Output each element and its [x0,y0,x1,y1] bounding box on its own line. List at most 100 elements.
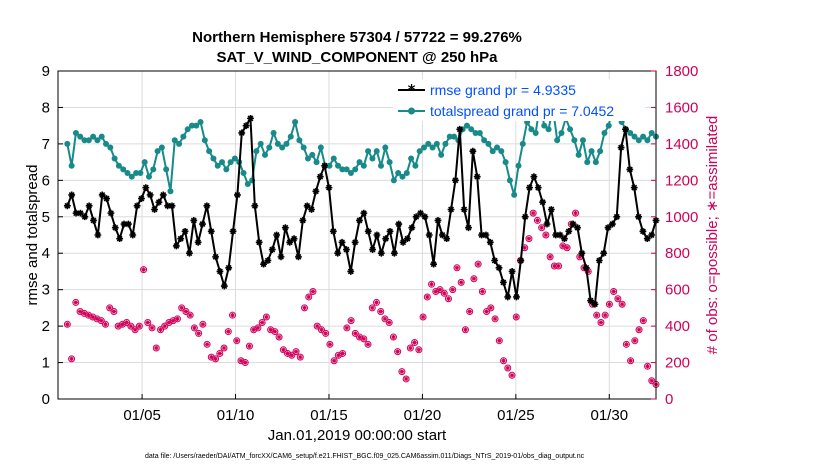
obs-possible-point [224,328,232,336]
obs-assimilated-point [115,323,121,329]
obs-assimilated-point [204,342,210,347]
rmse-point [343,246,350,253]
rmse-point [508,268,516,275]
rmse-point [639,227,647,235]
rmse-point [203,202,211,210]
spread-point [541,122,548,129]
obs-possible-point [495,337,503,345]
spread-point [167,188,174,195]
spread-point [584,159,591,166]
obs-assimilated-point [141,267,146,272]
obs-possible-point [309,287,317,295]
spread-point [485,140,492,147]
rmse-point [456,125,464,133]
obs-assimilated-point [230,312,235,318]
obs-assimilated-point [454,265,460,270]
spread-point [558,129,565,136]
obs-assimilated-point [505,365,510,371]
obs-assimilated-point [378,309,383,314]
rmse-point [90,217,97,224]
obs-assimilated-point [298,354,303,360]
obs-possible-point [618,300,626,308]
obs-assimilated-point [120,322,125,327]
rmse-point [190,217,198,224]
spread-point [442,140,449,147]
obs-possible-point [466,308,474,316]
rmse-point [526,184,533,192]
rmse-point [242,122,250,130]
rmse-point [116,235,124,243]
obs-possible-point [385,318,393,326]
obs-possible-point [491,315,499,323]
rmse-point [312,187,320,195]
obs-possible-point [245,342,253,350]
obs-possible-point [106,304,114,312]
obs-assimilated-point [336,353,341,358]
spread-point [532,129,539,136]
obs-possible-point [275,333,283,341]
obs-assimilated-point [539,225,544,230]
spread-point [635,137,642,144]
obs-assimilated-point [619,302,625,307]
rmse-point [72,209,80,217]
x-tick-label: 01/30 [591,407,629,424]
obs-possible-point [627,357,635,365]
rmse-point [103,195,110,202]
obs-possible-point [419,313,427,321]
rmse-point [635,213,642,221]
rmse-point [377,249,385,257]
x-axis: 01/05 01/10 01/15 01/20 01/25 01/30 [123,394,628,424]
obs-assimilated-point [99,318,104,323]
obs-assimilated-point [259,320,265,325]
spread-point [300,144,307,151]
obs-assimilated-point [530,210,536,216]
rmse-point [469,147,477,155]
obs-assimilated-point [374,300,379,305]
spread-point [476,129,483,136]
obs-possible-point [313,322,321,330]
obs-assimilated-point [484,309,489,314]
spread-point [103,140,110,147]
obs-assimilated-point [200,322,206,327]
rmse-point [486,238,494,246]
obs-possible-point [190,324,198,332]
obs-assimilated-point [391,334,396,340]
obs-assimilated-point [69,356,74,362]
rmse-point [447,206,455,213]
obs-assimilated-point [442,291,447,296]
obs-assimilated-point [514,314,519,320]
rmse-point [460,206,468,213]
spread-point [433,140,440,147]
spread-point [395,170,402,177]
obs-possible-point [512,313,520,321]
obs-possible-point [610,287,618,295]
obs-possible-point [343,324,351,332]
spread-point [111,155,118,162]
spread-point [489,148,496,155]
obs-possible-point [389,333,397,341]
rmse-point [534,184,542,192]
obs-assimilated-point [281,347,286,352]
obs-assimilated-point [370,305,375,311]
rmse-point [600,249,608,257]
obs-assimilated-point [386,320,392,325]
obs-possible-point [440,289,448,297]
obs-assimilated-point [327,342,333,347]
rmse-point [565,227,573,235]
obs-assimilated-point [433,289,438,294]
obs-possible-point [394,348,402,356]
spread-point [335,162,342,169]
rmse-point [212,253,219,261]
rmse-point [630,184,638,192]
rmse-point [578,249,586,257]
obs-assimilated-point [450,287,455,292]
obs-assimilated-point [577,254,582,260]
spread-point [382,144,389,151]
obs-possible-point [63,320,71,328]
spread-point [107,144,114,151]
rmse-point [591,300,599,308]
rmse-point [364,227,372,235]
right-tick-label: 600 [665,282,690,299]
rmse-point [547,206,555,213]
obs-assimilated-point [535,218,540,223]
